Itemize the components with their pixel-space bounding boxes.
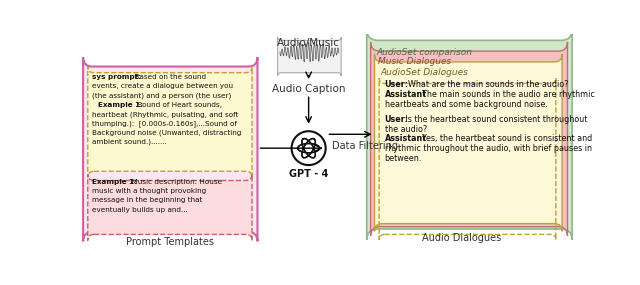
Text: Audio Dialogues: Audio Dialogues (422, 233, 502, 243)
Text: GPT - 4: GPT - 4 (289, 169, 328, 179)
Text: (the assistant) and a person (the user): (the assistant) and a person (the user) (92, 93, 232, 99)
Text: AudioSet Dialogues: AudioSet Dialogues (381, 68, 468, 77)
FancyBboxPatch shape (367, 30, 572, 240)
Text: Audio/Music: Audio/Music (277, 38, 340, 48)
Text: User:: User: (385, 80, 408, 89)
Text: AudioSet comparison: AudioSet comparison (376, 48, 472, 57)
Text: : Yes, the heartbeat sound is consistent and: : Yes, the heartbeat sound is consistent… (417, 134, 593, 143)
Text: Data Filtering: Data Filtering (332, 141, 398, 151)
Text: Background noise (Unwanted, distracting: Background noise (Unwanted, distracting (92, 130, 242, 136)
Text: Audio Caption: Audio Caption (272, 84, 346, 94)
Text: Example 1:: Example 1: (92, 179, 138, 185)
Text: Is the heartbeat sound consistent throughout: Is the heartbeat sound consistent throug… (403, 115, 588, 124)
Text: the audio?: the audio? (385, 125, 427, 134)
Text: rhythmic throughout the audio, with brief pauses in: rhythmic throughout the audio, with brie… (385, 144, 591, 153)
Text: : The main sounds in the audio are rhythmic: : The main sounds in the audio are rhyth… (417, 90, 595, 99)
Text: Assistant: Assistant (385, 90, 427, 99)
Text: Based on the sound: Based on the sound (131, 74, 207, 80)
Text: Assistant: Assistant (385, 134, 427, 143)
Text: sys prompt:: sys prompt: (92, 74, 141, 80)
Text: thumping.):  [0.000s-0.160s],...Sound of: thumping.): [0.000s-0.160s],...Sound of (92, 121, 237, 127)
Text: message in the beginning that: message in the beginning that (92, 198, 203, 203)
Text: ambient sound.).......: ambient sound.)....... (92, 139, 167, 145)
FancyBboxPatch shape (88, 174, 252, 241)
FancyBboxPatch shape (278, 37, 341, 76)
FancyBboxPatch shape (371, 42, 568, 236)
FancyBboxPatch shape (88, 66, 252, 178)
Text: Music Dialogues: Music Dialogues (378, 57, 452, 66)
Text: between.: between. (385, 154, 422, 162)
Text: eventually builds up and...: eventually builds up and... (92, 207, 188, 213)
FancyBboxPatch shape (374, 54, 562, 231)
Text: heartbeats and some background noise.: heartbeats and some background noise. (385, 100, 547, 109)
Text: events, create a dialogue between you: events, create a dialogue between you (92, 84, 234, 89)
FancyBboxPatch shape (83, 57, 257, 241)
Text: Prompt Templates: Prompt Templates (126, 237, 214, 247)
Text: music with a thought provoking: music with a thought provoking (92, 188, 207, 194)
Text: Example 1:: Example 1: (98, 102, 143, 108)
Text: What are the main sounds in the audio?: What are the main sounds in the audio? (403, 80, 569, 89)
Text: User:: User: (385, 115, 408, 124)
Text: Music description: House: Music description: House (127, 179, 223, 185)
Text: heartbeat (Rhythmic, pulsating, and soft: heartbeat (Rhythmic, pulsating, and soft (92, 111, 239, 118)
Text: Sound of Heart sounds,: Sound of Heart sounds, (132, 102, 221, 108)
